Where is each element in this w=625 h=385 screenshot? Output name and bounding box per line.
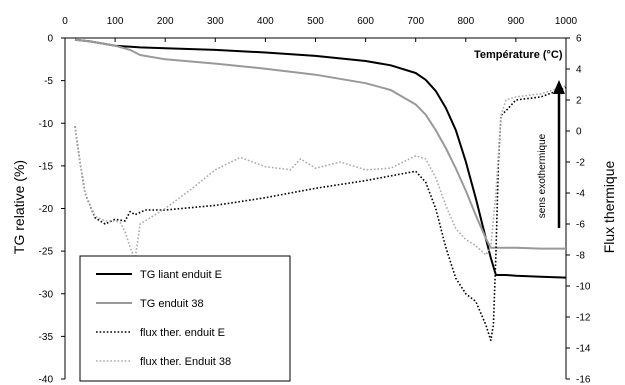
legend-items: TG liant enduit E TG enduit 38 flux ther. …	[96, 269, 231, 368]
exothermic-arrow-head	[553, 80, 565, 94]
series-line-1	[74, 38, 567, 279]
y2-tick-label: 2	[576, 96, 582, 107]
y2-tick-label: -4	[576, 189, 585, 200]
y2-axis-label: Flux thermique	[601, 160, 617, 253]
y2-tick-label: -10	[576, 282, 591, 293]
y2-tick-label: -2	[576, 158, 585, 169]
legend-box	[79, 255, 291, 382]
x-tick-label: 800	[457, 16, 474, 27]
x-tick-label: 300	[207, 16, 224, 27]
y2-tick-label: 4	[576, 65, 582, 76]
series-layer	[74, 38, 567, 342]
y-tick-label: -5	[44, 76, 53, 87]
y2-tick-label: -6	[576, 220, 585, 231]
exothermic-annotation-text: sens exothermique	[537, 133, 548, 218]
legend-label: flux ther. enduit E	[140, 327, 225, 339]
x-tick-label: 700	[407, 16, 424, 27]
legend-label: TG enduit 38	[140, 298, 204, 310]
legend-label: TG liant enduit E	[140, 269, 222, 281]
x-tick-label: 400	[257, 16, 274, 27]
y2-tick-label: -16	[576, 375, 591, 385]
series-line-3	[74, 86, 567, 342]
y2-tick-label: -14	[576, 344, 591, 355]
labels-layer: Température (°C) TG relative (%) Flux th…	[11, 49, 617, 254]
x-tick-label: 900	[508, 16, 525, 27]
y-tick-label: 0	[47, 34, 53, 45]
x-tick-label: 500	[307, 16, 324, 27]
y2-tick-label: 0	[576, 127, 582, 138]
y-tick-label: -35	[39, 332, 54, 343]
y2-tick-label: 6	[576, 34, 582, 45]
axes: 0 100 200 300 400 500 600 700 800 900 1000 0 -5 -10 -1…	[39, 16, 591, 385]
y-tick-label: -10	[39, 119, 54, 130]
exothermic-annotation: sens exothermique	[537, 80, 565, 228]
legend-label: flux ther. Enduit 38	[140, 356, 231, 368]
x-tick-label: 100	[107, 16, 124, 27]
y-tick-label: -15	[39, 161, 54, 172]
x-tick-label: 600	[357, 16, 374, 27]
y-tick-label: -30	[39, 289, 54, 300]
y-axis-label: TG relative (%)	[11, 160, 27, 254]
y2-tick-label: -8	[576, 251, 585, 262]
y-tick-label: -40	[39, 375, 54, 385]
y2-tick-label: -12	[576, 313, 591, 324]
y-tick-label: -25	[39, 247, 54, 258]
legend: TG liant enduit E TG enduit 38 flux ther. …	[79, 255, 291, 382]
x-tick-label: 200	[157, 16, 174, 27]
y-tick-label: -20	[39, 204, 54, 215]
x-tick-label: 0	[62, 16, 68, 27]
x-tick-label: 1000	[555, 16, 578, 27]
x-axis-label: Température (°C)	[474, 49, 563, 61]
